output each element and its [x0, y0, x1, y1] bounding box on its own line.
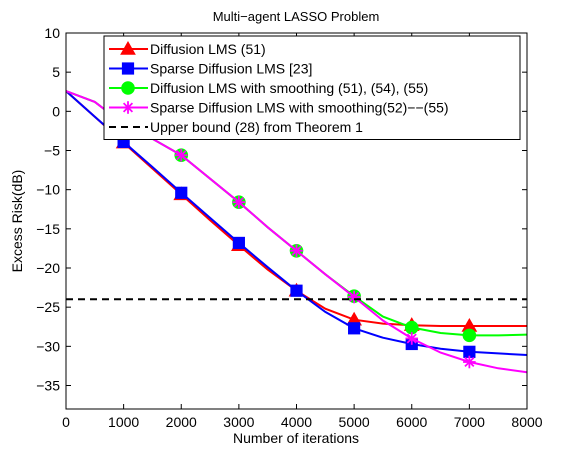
y-tick-label-2: 5 [52, 64, 60, 80]
axes: 0 1000 2000 3000 4000 5000 6000 7000 8000 10 5 0 −5 −… [36, 25, 543, 430]
legend-marker-4 [121, 101, 135, 114]
x-tick-label-2: 1000 [108, 414, 139, 430]
chart-title: Multi−agent LASSO Problem [213, 9, 380, 24]
y-tick-label-6: −15 [36, 221, 60, 237]
legend-box [103, 35, 521, 140]
asterisk-stroke [406, 333, 417, 344]
asterisk-stroke [233, 197, 244, 208]
x-tick-label-7: 6000 [396, 414, 427, 430]
legend-label-1: Diffusion LMS (51) [150, 41, 266, 57]
y-tick-label-10: −35 [36, 378, 60, 394]
series-4-marker-6 [463, 355, 476, 369]
legend-marker-1 [120, 40, 136, 55]
x-axis-label: Number of iterations [233, 430, 359, 446]
series-2-marker-4 [290, 284, 303, 297]
y-tick-label-4: −5 [44, 143, 60, 159]
series-2-marker-5 [348, 322, 361, 335]
y-tick-label-1: 10 [44, 25, 60, 41]
asterisk-stroke [349, 291, 360, 303]
series-4-marker-1 [174, 148, 188, 162]
asterisk-stroke [291, 245, 302, 256]
x-tick-label-9: 8000 [511, 414, 542, 430]
x-tick-label-5: 4000 [281, 414, 312, 430]
series-4-marker-5 [405, 332, 419, 345]
y-tick-label-8: −25 [36, 299, 60, 315]
x-tick-label-1: 0 [62, 414, 70, 430]
y-tick-label-5: −10 [36, 182, 60, 198]
legend: Diffusion LMS (51) Sparse Diffusion LMS [… [103, 35, 521, 140]
legend-label-2: Sparse Diffusion LMS [23] [150, 61, 312, 77]
legend-label-3: Diffusion LMS with smoothing (51), (54),… [150, 80, 428, 96]
y-tick-label-3: 0 [52, 103, 60, 119]
x-tick-label-4: 3000 [223, 414, 254, 430]
series-4-marker-3 [290, 244, 303, 258]
legend-marker-2 [121, 62, 135, 75]
asterisk-stroke [176, 150, 187, 161]
legend-marker-3 [121, 81, 135, 95]
series-3-marker-5 [404, 320, 419, 335]
x-tick-label-8: 7000 [454, 414, 485, 430]
x-tick-label-6: 5000 [339, 414, 370, 430]
asterisk-stroke [464, 356, 475, 368]
legend-label-5: Upper bound (28) from Theorem 1 [150, 119, 363, 135]
series-2-marker-3 [232, 236, 245, 250]
series-4-marker-2 [232, 195, 246, 209]
legend-label-4: Sparse Diffusion LMS with smoothing(52)−… [150, 100, 449, 116]
series-3-marker-6 [462, 328, 477, 343]
y-tick-label-7: −20 [36, 260, 60, 276]
y-axis-label: Excess Risk(dB) [9, 170, 25, 273]
series-2-marker-2 [175, 186, 188, 199]
asterisk-stroke [122, 102, 134, 113]
y-tick-label-9: −30 [36, 338, 60, 354]
x-tick-label-3: 2000 [166, 414, 197, 430]
series-4-marker-4 [347, 290, 361, 304]
